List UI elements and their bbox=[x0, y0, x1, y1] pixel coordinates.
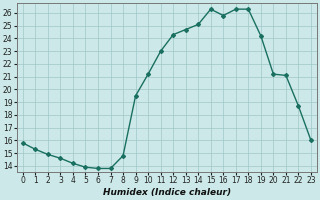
X-axis label: Humidex (Indice chaleur): Humidex (Indice chaleur) bbox=[103, 188, 231, 197]
